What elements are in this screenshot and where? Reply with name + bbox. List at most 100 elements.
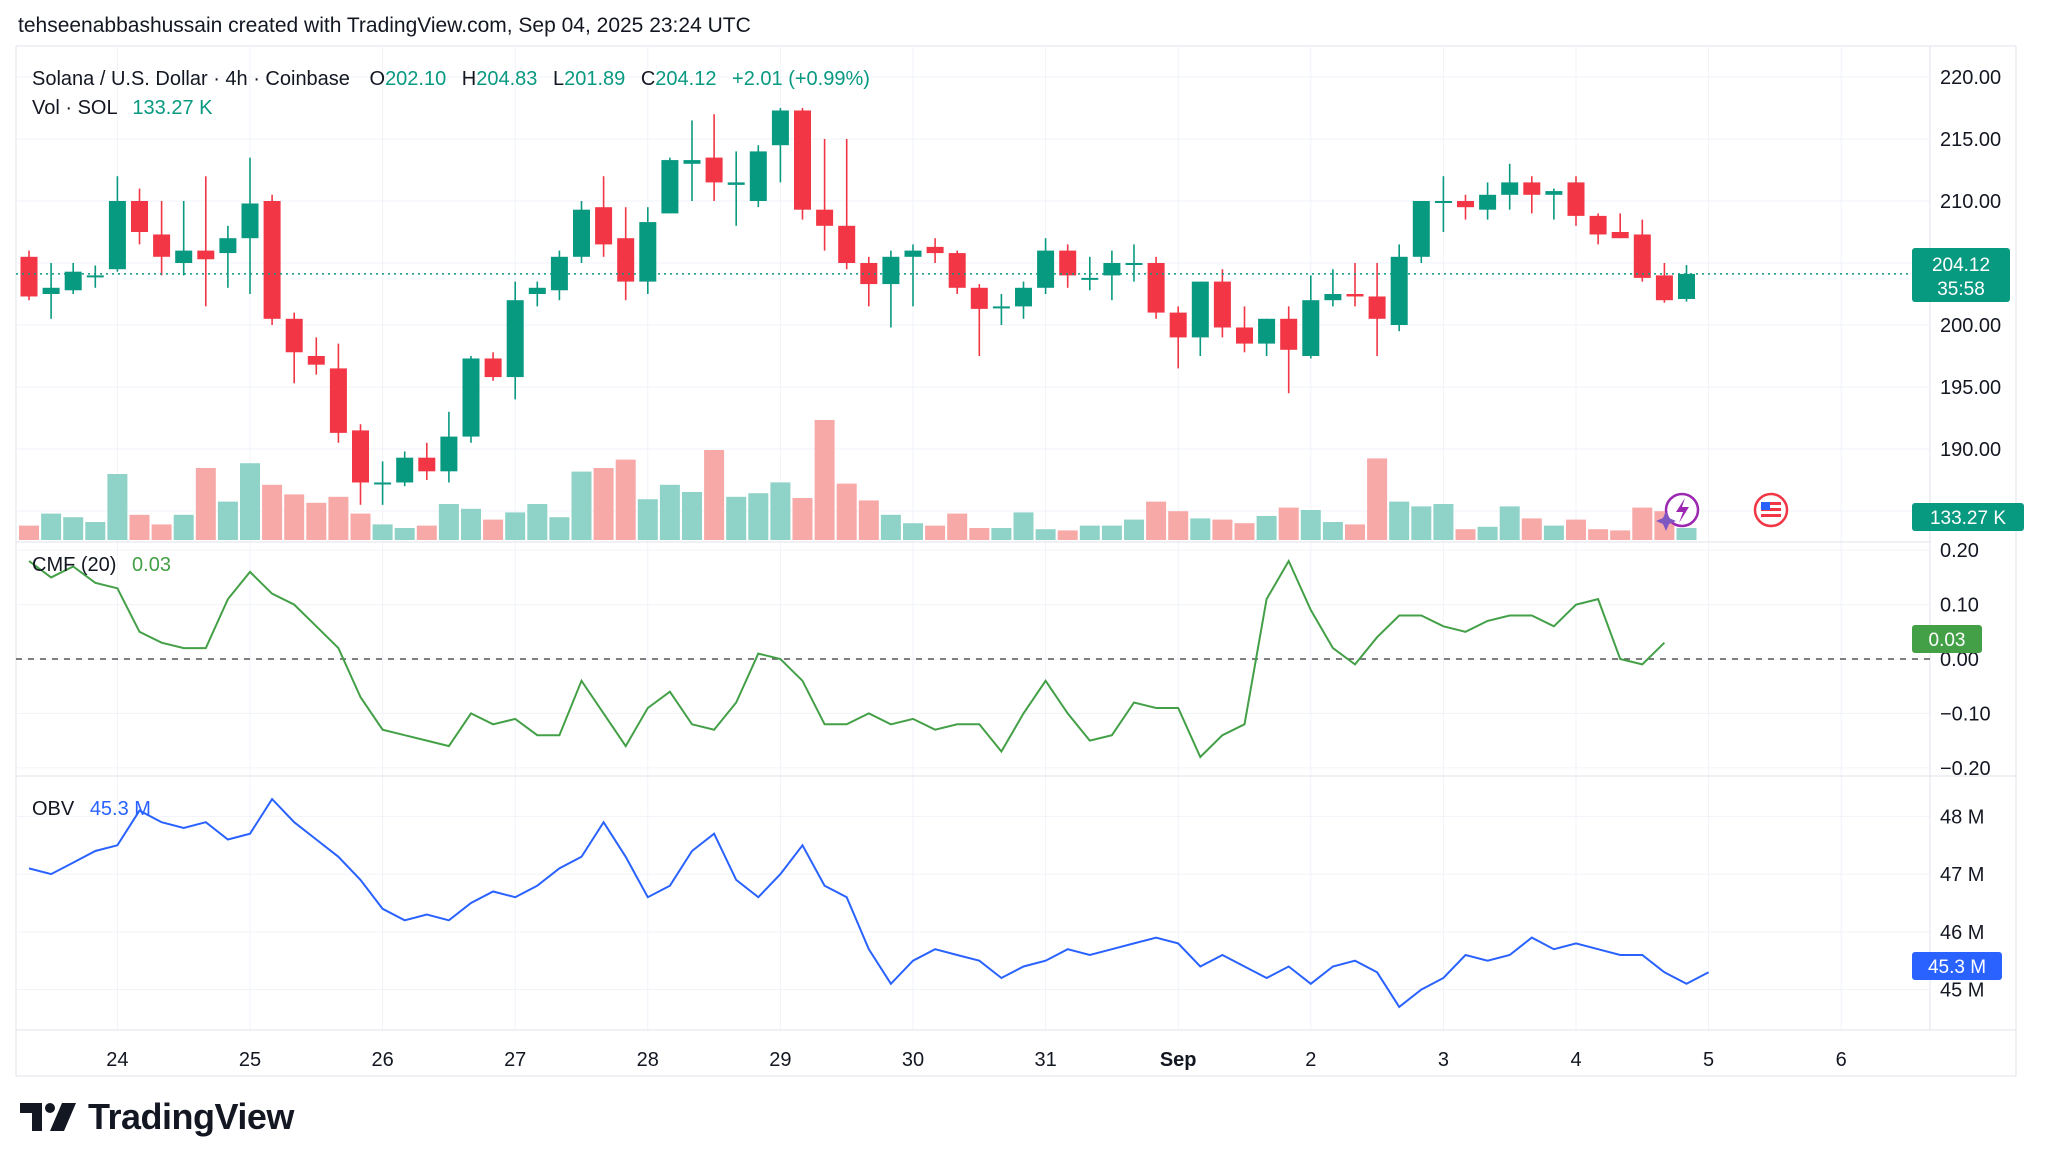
candle-body <box>550 256 568 291</box>
countdown-badge: 35:58 <box>1937 279 1985 300</box>
candles <box>20 108 1695 505</box>
cmf-tick-label: −0.20 <box>1940 758 1991 780</box>
candle-body <box>705 157 723 183</box>
candle-body <box>153 234 171 257</box>
volume-bar <box>1389 501 1410 540</box>
volume-bar <box>1168 511 1189 540</box>
chart-frame <box>15 45 2017 1077</box>
candle-body <box>1302 300 1320 356</box>
candle-body <box>175 250 193 263</box>
price-tick-label: 210.00 <box>1940 191 2001 213</box>
volume-bar <box>1588 529 1609 540</box>
candle-body <box>1059 250 1077 276</box>
legend-symbol: Solana / U.S. Dollar · 4h · Coinbase <box>32 68 350 90</box>
price-badge: 204.12 35:58 <box>1912 248 2010 302</box>
time-tick-label: 24 <box>106 1049 128 1071</box>
lightning-icon[interactable] <box>1656 492 1700 531</box>
volume-bar <box>438 504 459 540</box>
candle-body <box>794 110 811 210</box>
volume-bar <box>63 517 84 540</box>
candle-body <box>904 250 922 257</box>
volume-bar <box>505 512 526 540</box>
obv-tick-label: 47 M <box>1940 864 1984 886</box>
volume-bar <box>704 450 725 540</box>
candle-body <box>1236 327 1253 344</box>
price-tick-label: 215.00 <box>1940 129 2001 151</box>
volume-bar <box>372 524 393 540</box>
volume-bar <box>1610 530 1631 540</box>
volume-bar <box>1367 458 1388 540</box>
price-badge-value: 204.12 <box>1932 255 1990 276</box>
volume-bar <box>1455 529 1476 540</box>
volume-bar <box>991 528 1012 540</box>
volume-bar <box>1190 518 1211 540</box>
candle-body <box>329 368 347 433</box>
candle-body <box>1589 215 1607 235</box>
footer: TradingView <box>20 1096 294 1138</box>
candle-body <box>1678 273 1695 299</box>
candle-body <box>352 430 369 483</box>
volume-bar <box>1433 504 1454 540</box>
volume-bar <box>1477 526 1498 540</box>
volume-bar <box>770 482 791 540</box>
candle-body <box>1479 194 1497 210</box>
candle-body <box>1015 287 1032 307</box>
volume-bar <box>925 525 946 540</box>
chart-svg[interactable]: 220.00215.00210.00205.00200.00195.00190.… <box>0 0 2048 1080</box>
obv-value: 45.3 M <box>90 798 151 820</box>
candle-body <box>374 482 392 485</box>
candle-body <box>749 151 767 201</box>
candle-body <box>727 182 745 185</box>
legend-l-label: L <box>553 68 564 90</box>
candle-body <box>219 238 237 254</box>
volume-bar <box>19 525 39 540</box>
volume-bar <box>1124 519 1144 540</box>
legend-line: Solana / U.S. Dollar · 4h · Coinbase O20… <box>32 68 870 90</box>
cmf-legend: CMF (20) 0.03 <box>32 554 171 576</box>
candle-body <box>639 222 657 282</box>
price-tick-label: 220.00 <box>1940 67 2001 89</box>
obv-tick-label: 48 M <box>1940 806 1984 828</box>
tradingview-brand[interactable]: TradingView <box>88 1096 294 1137</box>
cmf-tick-label: −0.10 <box>1940 703 1991 725</box>
cmf-series-line <box>28 558 1666 759</box>
candle-body <box>838 225 856 263</box>
volume-bar <box>1101 525 1122 540</box>
candle-body <box>440 436 458 472</box>
us-flag-icon[interactable] <box>1753 492 1789 528</box>
candle-body <box>484 358 502 378</box>
volume-bar <box>903 523 923 540</box>
candle-body <box>396 457 414 483</box>
candle-body <box>307 356 325 365</box>
candle-body <box>1501 182 1519 195</box>
candle-body <box>20 256 38 297</box>
time-tick-label: 6 <box>1836 1049 1847 1071</box>
candle-body <box>506 300 524 378</box>
candle-body <box>882 256 900 285</box>
volume-bar <box>151 524 172 540</box>
volume-bar <box>328 496 349 540</box>
volume-bar <box>1543 525 1564 540</box>
volume-bar <box>394 528 415 540</box>
candle-body <box>661 160 679 214</box>
candle-body <box>528 287 546 294</box>
candle-body <box>573 209 590 257</box>
volume-bar <box>1566 519 1586 540</box>
volume-bar <box>1146 501 1167 540</box>
legend-o-value: 202.10 <box>385 68 446 90</box>
time-tick-label: 2 <box>1305 1049 1316 1071</box>
volume-bar <box>1521 518 1542 540</box>
volume-bar <box>571 471 592 540</box>
volume-bar <box>107 474 128 540</box>
volume-bar <box>1676 528 1697 540</box>
candle-body <box>42 287 60 294</box>
volume-bars <box>19 420 1697 540</box>
candle-body <box>1567 182 1585 216</box>
candle-body <box>1412 201 1430 257</box>
candle-body <box>1655 275 1673 301</box>
volume-bar <box>41 513 62 540</box>
volume-bar <box>1035 529 1056 540</box>
volume-bar <box>637 499 658 540</box>
time-tick-label: Sep <box>1160 1049 1197 1071</box>
volume-bar <box>1278 507 1299 540</box>
